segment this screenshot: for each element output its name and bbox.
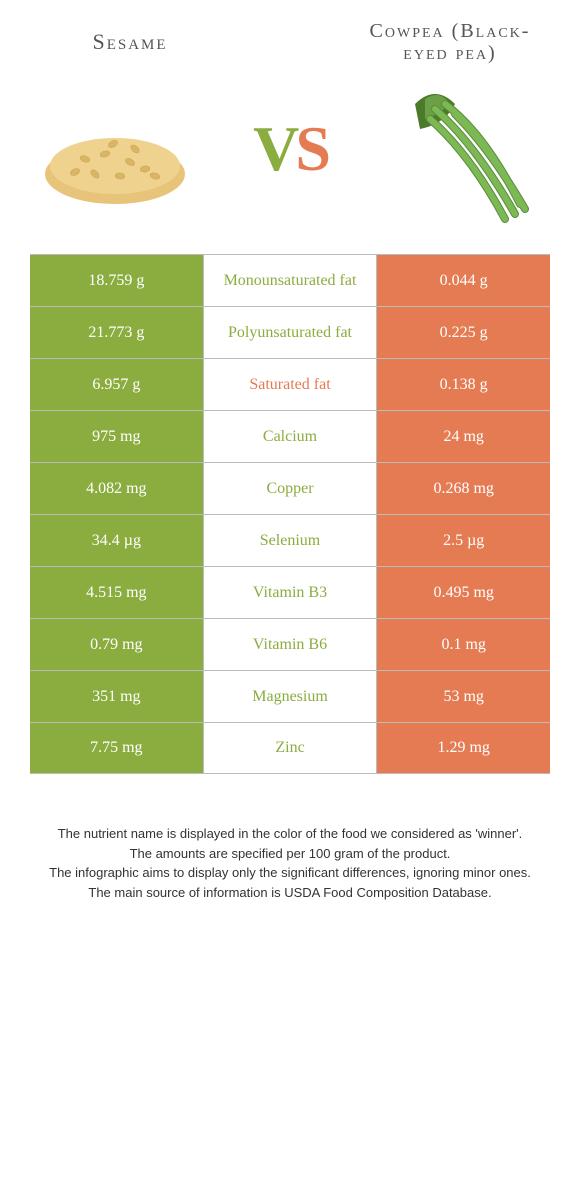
nutrient-table: 18.759 gMonounsaturated fat0.044 g21.773…	[30, 254, 550, 774]
value-left: 0.79 mg	[30, 619, 204, 670]
nutrient-label: Copper	[204, 463, 378, 514]
nutrient-label: Vitamin B6	[204, 619, 378, 670]
value-left: 351 mg	[30, 671, 204, 722]
sesame-image	[30, 74, 200, 224]
value-left: 6.957 g	[30, 359, 204, 410]
table-row: 21.773 gPolyunsaturated fat0.225 g	[30, 306, 550, 358]
nutrient-label: Zinc	[204, 723, 378, 773]
nutrient-label: Selenium	[204, 515, 378, 566]
table-row: 4.082 mgCopper0.268 mg	[30, 462, 550, 514]
value-right: 0.138 g	[377, 359, 550, 410]
footnote-line: The infographic aims to display only the…	[40, 863, 540, 883]
value-right: 53 mg	[377, 671, 550, 722]
nutrient-label: Calcium	[204, 411, 378, 462]
vs-label: VS	[253, 112, 327, 186]
table-row: 34.4 µgSelenium2.5 µg	[30, 514, 550, 566]
value-right: 0.268 mg	[377, 463, 550, 514]
footnotes: The nutrient name is displayed in the co…	[30, 824, 550, 902]
nutrient-label: Vitamin B3	[204, 567, 378, 618]
table-row: 4.515 mgVitamin B30.495 mg	[30, 566, 550, 618]
value-right: 0.044 g	[377, 255, 550, 306]
value-left: 21.773 g	[30, 307, 204, 358]
table-row: 351 mgMagnesium53 mg	[30, 670, 550, 722]
header-row: Sesame Cowpea (Black-eyed pea)	[30, 20, 550, 64]
nutrient-label: Saturated fat	[204, 359, 378, 410]
food-title-left: Sesame	[30, 30, 230, 54]
value-right: 24 mg	[377, 411, 550, 462]
value-left: 4.515 mg	[30, 567, 204, 618]
value-right: 0.225 g	[377, 307, 550, 358]
value-left: 18.759 g	[30, 255, 204, 306]
value-right: 0.495 mg	[377, 567, 550, 618]
footnote-line: The nutrient name is displayed in the co…	[40, 824, 540, 844]
value-left: 7.75 mg	[30, 723, 204, 773]
value-right: 2.5 µg	[377, 515, 550, 566]
value-left: 4.082 mg	[30, 463, 204, 514]
nutrient-label: Magnesium	[204, 671, 378, 722]
vs-v: V	[253, 113, 295, 184]
value-left: 975 mg	[30, 411, 204, 462]
cowpea-image	[380, 74, 550, 224]
food-title-right: Cowpea (Black-eyed pea)	[350, 20, 550, 64]
value-left: 34.4 µg	[30, 515, 204, 566]
table-row: 975 mgCalcium24 mg	[30, 410, 550, 462]
table-row: 18.759 gMonounsaturated fat0.044 g	[30, 254, 550, 306]
vs-s: S	[295, 113, 327, 184]
footnote-line: The main source of information is USDA F…	[40, 883, 540, 903]
table-row: 0.79 mgVitamin B60.1 mg	[30, 618, 550, 670]
value-right: 0.1 mg	[377, 619, 550, 670]
table-row: 7.75 mgZinc1.29 mg	[30, 722, 550, 774]
image-row: VS	[30, 74, 550, 224]
nutrient-label: Polyunsaturated fat	[204, 307, 378, 358]
table-row: 6.957 gSaturated fat0.138 g	[30, 358, 550, 410]
nutrient-label: Monounsaturated fat	[204, 255, 378, 306]
value-right: 1.29 mg	[377, 723, 550, 773]
footnote-line: The amounts are specified per 100 gram o…	[40, 844, 540, 864]
